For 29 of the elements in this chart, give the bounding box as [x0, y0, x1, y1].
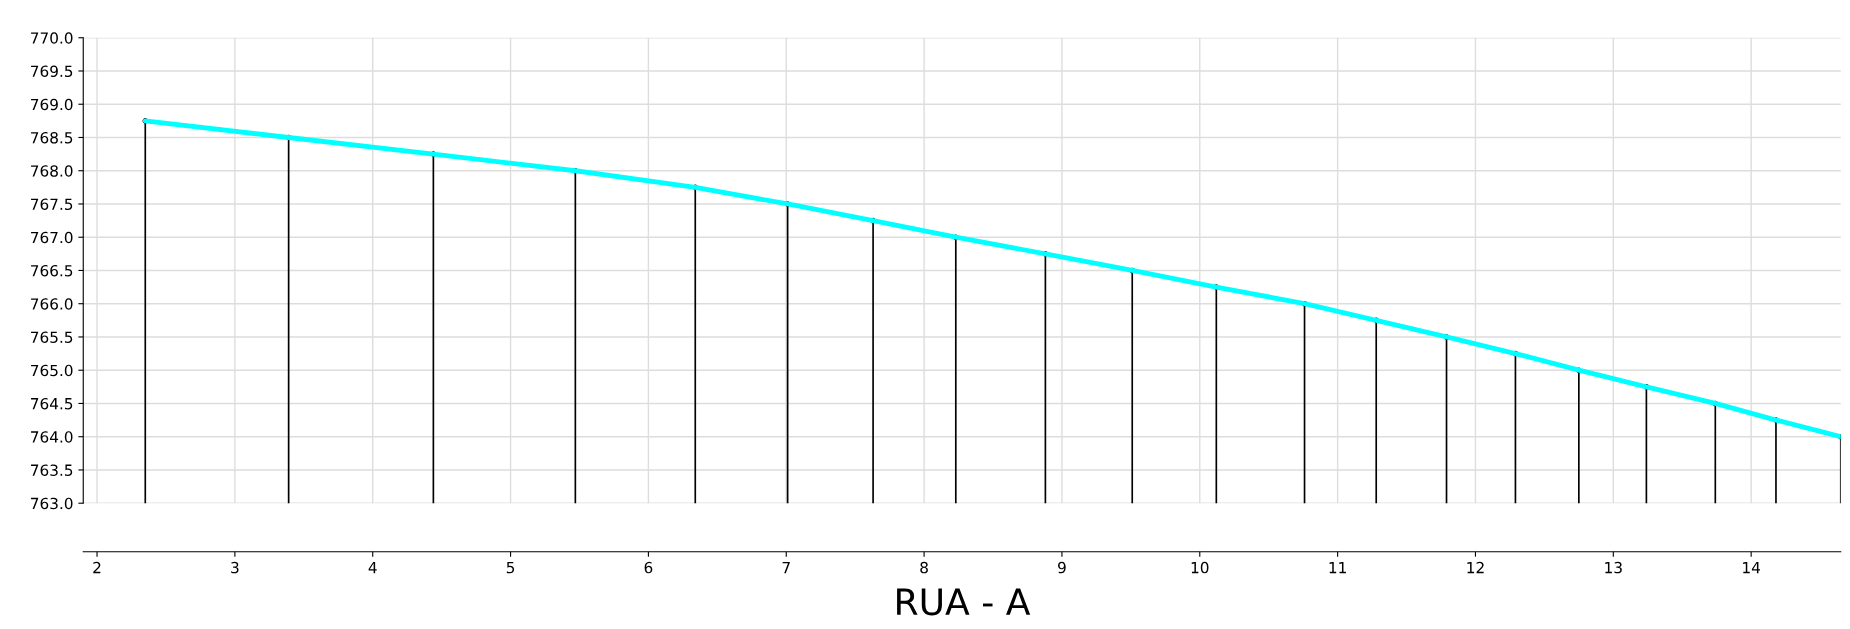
y-tick-label: 766.5 — [31, 264, 73, 277]
y-tick-label: 763.0 — [31, 497, 73, 510]
y-tick-label: 763.5 — [31, 464, 73, 476]
y-tick-label: 767.0 — [31, 231, 73, 244]
y-tick-label: 764.5 — [31, 397, 73, 410]
x-tick-label: 11 — [1329, 562, 1346, 574]
y-tick-label: 766.0 — [31, 298, 73, 310]
y-tick-label: 764.0 — [31, 431, 73, 443]
y-tick-label: 765.0 — [31, 364, 73, 377]
x-axis-title: RUA - A — [897, 588, 1031, 616]
x-tick-label: 8 — [920, 561, 928, 574]
x-tick-label: 6 — [644, 561, 653, 574]
y-tick-label: 769.0 — [31, 98, 73, 111]
x-tick-label: 4 — [368, 562, 377, 574]
x-tick-label: 14 — [1743, 562, 1761, 574]
y-tick-label: 767.5 — [31, 198, 73, 210]
x-tick-label: 10 — [1191, 561, 1209, 574]
y-tick-label: 768.5 — [31, 131, 73, 144]
x-tick-label: 12 — [1467, 561, 1484, 574]
x-tick-label: 2 — [93, 561, 101, 574]
x-tick-label: 13 — [1605, 561, 1622, 574]
x-tick-label: 9 — [1058, 561, 1066, 574]
y-tick-label: 765.5 — [31, 331, 73, 343]
x-tick-label: 5 — [506, 562, 515, 574]
y-tick-label: 768.0 — [31, 165, 73, 177]
y-tick-label: 769.5 — [31, 65, 73, 78]
x-tick-label: 3 — [231, 561, 239, 574]
x-tick-label: 7 — [782, 562, 790, 574]
y-tick-label: 770.0 — [31, 32, 73, 44]
